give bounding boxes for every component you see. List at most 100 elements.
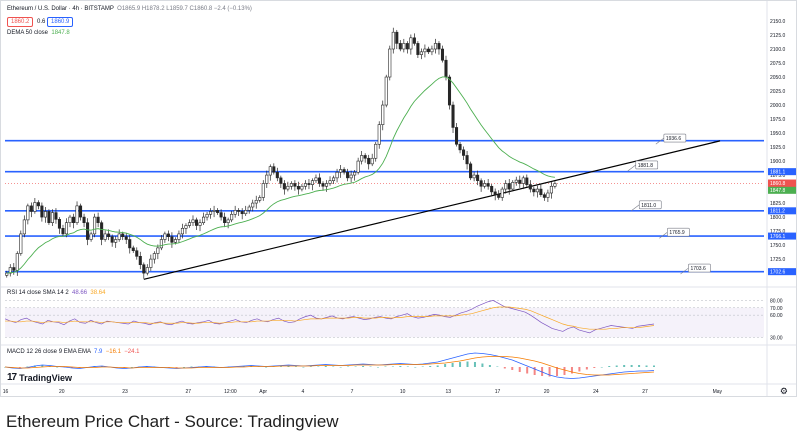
ohlc-values: O1865.9 H1878.2 L1859.7 C1860.8 −2.4 (−0… <box>117 6 252 12</box>
time-tick-label: 27 <box>642 389 648 395</box>
tradingview-logo-text: TradingView <box>19 372 72 383</box>
candle-body <box>166 233 170 237</box>
callout-label: 1936.6 <box>666 136 682 142</box>
time-tick-label: 10 <box>400 389 406 395</box>
candle-body <box>500 188 504 198</box>
candle-body <box>507 183 511 190</box>
macd-histogram-bar <box>585 367 588 370</box>
rsi-axis-label: 80.00 <box>770 298 783 304</box>
time-tick-label: 16 <box>3 389 9 395</box>
candle-body <box>317 177 322 184</box>
candle-body <box>272 166 276 173</box>
candle-body <box>409 37 413 50</box>
sell-price-button[interactable]: 1860.2 <box>7 17 34 27</box>
candle-body <box>398 43 402 50</box>
price-tick-label: 1950.0 <box>770 131 786 137</box>
candle-body <box>61 227 65 235</box>
candle-body <box>370 157 374 165</box>
candle-body <box>138 256 142 266</box>
candle-body <box>328 180 332 184</box>
chart-frame[interactable]: 2150.0 2125.0 2100.0 2075.0 2050.0 2025.0 2000… <box>0 0 797 397</box>
candle-body <box>462 149 466 156</box>
price-tick-label: 1725.0 <box>770 257 786 263</box>
candle-body <box>282 183 286 190</box>
callout-label: 1881.8 <box>638 163 654 169</box>
symbol-title: Ethereum / U.S. Dollar · 4h · BITSTAMP <box>7 6 114 12</box>
candle-body <box>173 239 177 243</box>
macd-histogram-bar <box>451 363 454 367</box>
price-tick-label: 2050.0 <box>770 75 786 81</box>
candle-body <box>68 216 72 223</box>
candle-body <box>444 59 448 78</box>
candle-body <box>19 233 23 254</box>
tradingview-logo[interactable]: 17 TradingView <box>7 372 72 383</box>
candle-body <box>265 174 269 184</box>
candle-body <box>388 48 392 78</box>
candle-body <box>504 183 508 190</box>
buy-price-button[interactable]: 1860.9 <box>47 17 74 27</box>
price-tick-label: 2125.0 <box>770 33 786 39</box>
callout-box <box>663 133 687 143</box>
callout-leader <box>631 204 640 212</box>
candle-body <box>528 184 532 190</box>
macd-histogram-bar <box>444 364 447 367</box>
candle-body <box>254 199 258 204</box>
candle-body <box>198 222 202 226</box>
macd-histogram-bar <box>71 367 74 368</box>
rsi-axis-label: 70.00 <box>770 306 783 312</box>
candle-body <box>40 205 44 218</box>
gear-icon[interactable]: ⚙ <box>779 386 788 396</box>
candle-body <box>142 264 146 274</box>
candle-body <box>194 219 199 226</box>
rsi-axis-label: 30.00 <box>770 335 783 341</box>
candle-body <box>96 216 100 223</box>
macd-histogram-bar <box>593 367 596 368</box>
macd-histogram-bar <box>265 367 268 368</box>
candle-body <box>426 48 430 53</box>
macd-histogram-bar <box>623 365 626 367</box>
time-tick-label: May <box>713 389 723 395</box>
price-axis-badge-text: 1847.8 <box>770 188 786 194</box>
candle-body <box>54 212 58 220</box>
candle-body <box>314 177 318 181</box>
candle-body <box>275 171 279 179</box>
macd-histogram-bar <box>653 365 655 367</box>
macd-histogram-bar <box>41 365 44 367</box>
image-caption: Ethereum Price Chart - Source: Tradingvi… <box>6 412 339 431</box>
macd-histogram-bar <box>376 367 379 368</box>
candle-body <box>303 183 307 187</box>
macd-histogram-bar <box>578 367 581 372</box>
macd-histogram-bar <box>175 367 178 368</box>
candle-body <box>93 216 97 235</box>
candle-body <box>416 43 420 55</box>
candle-body <box>479 180 483 187</box>
candle-body <box>525 177 529 185</box>
macd-histogram-bar <box>302 367 305 368</box>
macd-legend: MACD 12 26 close 9 EMA EMA 7.9 −16.1 −24… <box>7 348 139 356</box>
candle-body <box>455 127 459 145</box>
candle-body <box>447 76 452 106</box>
chart-canvas[interactable]: 2150.0 2125.0 2100.0 2075.0 2050.0 2025.0 2000… <box>1 1 796 396</box>
macd-histogram-bar <box>421 366 424 367</box>
candle-body <box>324 183 329 187</box>
candle-body <box>423 48 427 53</box>
candle-body <box>511 182 515 190</box>
macd-histogram-bar <box>242 366 245 367</box>
candle-body <box>226 219 230 223</box>
macd-histogram-bar <box>354 366 357 367</box>
price-tick-label: 1800.0 <box>770 215 786 221</box>
macd-histogram-bar <box>518 367 521 372</box>
rsi-label: RSI 14 close SMA 14 2 <box>7 290 69 296</box>
macd-histogram-bar <box>570 367 573 374</box>
dema-value: 1847.8 <box>51 30 70 36</box>
candle-body <box>549 185 553 194</box>
candle-body <box>180 227 184 235</box>
macd-histogram-bar <box>541 367 544 376</box>
time-tick-label: 12:00 <box>224 389 237 395</box>
candle-body <box>535 188 539 193</box>
candle-body <box>247 206 251 211</box>
candle-body <box>490 185 494 193</box>
candle-body <box>89 233 93 240</box>
candle-body <box>244 210 248 215</box>
rsi-value: 48.66 <box>72 290 88 296</box>
